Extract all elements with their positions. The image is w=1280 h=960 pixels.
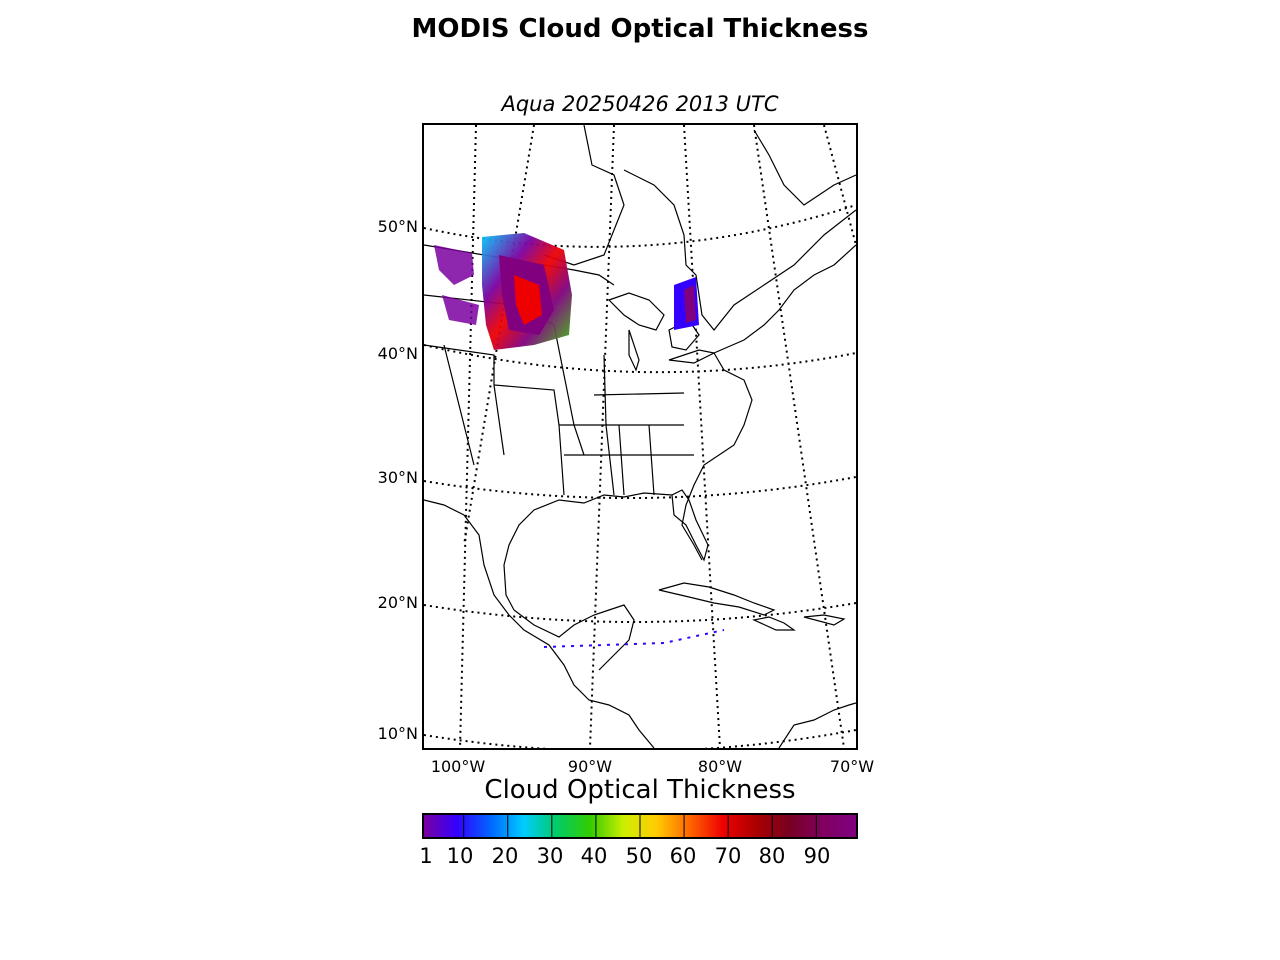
lon-label: 90°W bbox=[567, 757, 613, 776]
map-panel bbox=[422, 123, 858, 750]
cloud-swaths bbox=[434, 233, 725, 648]
lat-label: 20°N bbox=[377, 593, 418, 612]
lat-label: 40°N bbox=[377, 344, 418, 363]
colorbar-gradient bbox=[424, 815, 856, 837]
colorbar-tick-label: 40 bbox=[580, 844, 608, 868]
colorbar-tick-label: 1 bbox=[419, 844, 433, 868]
lat-label: 10°N bbox=[377, 724, 418, 743]
chart-title: MODIS Cloud Optical Thickness bbox=[411, 14, 869, 44]
lat-label: 50°N bbox=[377, 217, 418, 236]
colorbar-tick-label: 70 bbox=[714, 844, 742, 868]
map-graphic bbox=[424, 125, 856, 748]
colorbar-title: Cloud Optical Thickness bbox=[484, 775, 796, 805]
latitude-lines bbox=[424, 204, 856, 748]
lon-label: 70°W bbox=[829, 757, 875, 776]
colorbar bbox=[422, 813, 858, 839]
colorbar-tick-label: 80 bbox=[758, 844, 786, 868]
colorbar-tick-label: 90 bbox=[803, 844, 831, 868]
coastlines bbox=[424, 125, 856, 748]
colorbar-tick-label: 10 bbox=[446, 844, 474, 868]
lat-label: 30°N bbox=[377, 468, 418, 487]
lon-label: 80°W bbox=[697, 757, 743, 776]
colorbar-tick-label: 30 bbox=[536, 844, 564, 868]
longitude-lines bbox=[459, 125, 856, 748]
lon-label: 100°W bbox=[430, 757, 486, 776]
chart-subtitle: Aqua 20250426 2013 UTC bbox=[501, 92, 779, 116]
colorbar-tick-label: 60 bbox=[669, 844, 697, 868]
colorbar-tick-label: 50 bbox=[625, 844, 653, 868]
colorbar-tick-label: 20 bbox=[491, 844, 519, 868]
